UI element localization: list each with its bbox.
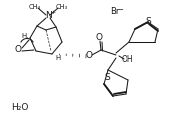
Text: S: S — [104, 73, 110, 82]
Text: Br: Br — [110, 7, 119, 16]
Text: +: + — [50, 10, 55, 15]
Text: O: O — [86, 51, 92, 61]
Text: OH: OH — [121, 56, 133, 65]
Text: H₂O: H₂O — [11, 103, 29, 112]
Text: CH₃: CH₃ — [29, 4, 41, 10]
Text: CH₃: CH₃ — [56, 4, 68, 10]
Text: N: N — [45, 11, 51, 20]
Text: O: O — [96, 32, 103, 41]
Text: H: H — [55, 55, 61, 61]
Text: H,: H, — [21, 33, 29, 39]
Text: −: − — [117, 7, 123, 13]
Text: O: O — [14, 45, 21, 54]
Text: S: S — [145, 17, 151, 26]
